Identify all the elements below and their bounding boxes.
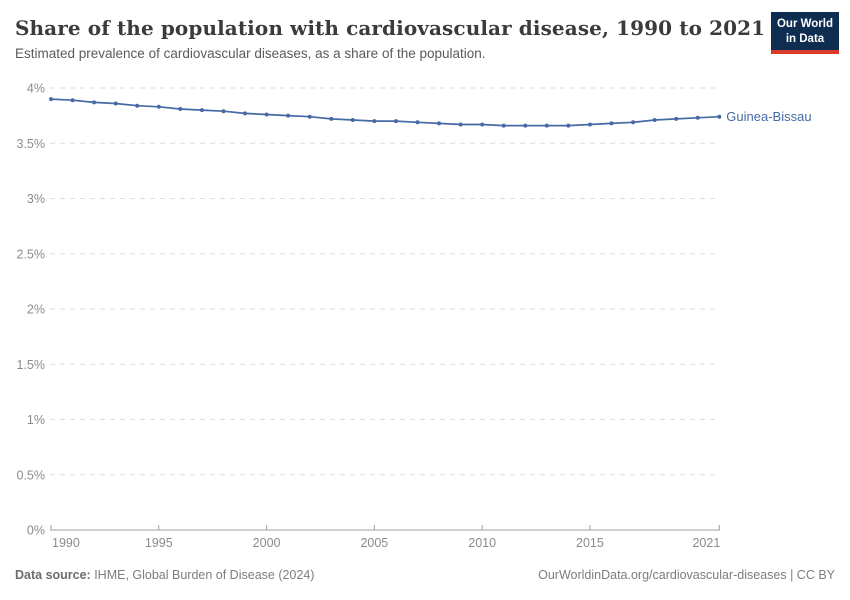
x-axis-tick-label: 2005 bbox=[360, 536, 388, 550]
chart-subtitle: Estimated prevalence of cardiovascular d… bbox=[15, 46, 486, 61]
data-point[interactable] bbox=[372, 119, 377, 124]
owid-logo-line2: in Data bbox=[785, 32, 825, 45]
data-point[interactable] bbox=[243, 111, 247, 116]
data-point[interactable] bbox=[415, 120, 420, 125]
data-point[interactable] bbox=[631, 120, 636, 125]
data-point[interactable] bbox=[523, 123, 528, 128]
data-point[interactable] bbox=[329, 116, 334, 121]
data-point[interactable] bbox=[501, 123, 506, 128]
y-axis-tick-label: 2% bbox=[27, 303, 45, 317]
owid-logo-text: Our World in Data bbox=[771, 12, 839, 51]
owid-logo-red-stripe bbox=[771, 50, 839, 55]
data-point[interactable] bbox=[92, 100, 97, 105]
data-point[interactable] bbox=[609, 121, 614, 126]
data-point[interactable] bbox=[674, 116, 679, 121]
data-point[interactable] bbox=[135, 103, 140, 108]
data-source-label: Data source: bbox=[15, 568, 91, 582]
data-point[interactable] bbox=[717, 114, 722, 119]
y-axis-tick-label: 1% bbox=[27, 413, 45, 427]
x-axis-tick-label: 1995 bbox=[145, 536, 173, 550]
y-axis-tick-label: 3.5% bbox=[17, 137, 46, 151]
x-axis-tick-label: 2000 bbox=[253, 536, 281, 550]
page-title: Share of the population with cardiovascu… bbox=[15, 16, 766, 40]
data-line[interactable] bbox=[50, 98, 720, 127]
data-point[interactable] bbox=[544, 123, 549, 128]
y-axis-tick-label: 2.5% bbox=[17, 247, 46, 261]
x-axis-tick-label: 2021 bbox=[692, 536, 720, 550]
data-source-text: IHME, Global Burden of Disease (2024) bbox=[90, 568, 315, 582]
data-point[interactable] bbox=[566, 123, 571, 128]
y-axis-tick-label: 0.5% bbox=[17, 468, 46, 482]
owid-logo[interactable]: Our World in Data bbox=[771, 12, 839, 55]
data-source-note: Data source: IHME, Global Burden of Dise… bbox=[15, 568, 314, 582]
data-point[interactable] bbox=[221, 109, 226, 114]
x-axis-tick-label: 2010 bbox=[468, 536, 496, 550]
data-point[interactable] bbox=[652, 118, 657, 122]
series-end-label[interactable]: Guinea-Bissau bbox=[726, 109, 811, 124]
data-point[interactable] bbox=[695, 115, 700, 120]
data-point[interactable] bbox=[480, 122, 485, 127]
data-point[interactable] bbox=[264, 112, 269, 117]
owid-logo-line1: Our World bbox=[776, 18, 833, 30]
data-point[interactable] bbox=[199, 108, 204, 113]
data-point[interactable] bbox=[588, 122, 592, 127]
data-point[interactable] bbox=[178, 107, 183, 111]
x-axis-tick-label: 1990 bbox=[52, 536, 80, 550]
chart-footer: Data source: IHME, Global Burden of Dise… bbox=[15, 568, 835, 582]
data-point[interactable] bbox=[70, 98, 75, 103]
x-axis-tick-label: 2015 bbox=[576, 536, 604, 550]
data-point[interactable] bbox=[437, 121, 441, 126]
data-point[interactable] bbox=[156, 104, 161, 109]
data-point[interactable] bbox=[286, 113, 291, 118]
y-axis-tick-label: 0% bbox=[27, 524, 45, 538]
y-axis-tick-label: 4% bbox=[27, 82, 45, 96]
data-point[interactable] bbox=[307, 114, 312, 119]
data-point[interactable] bbox=[113, 101, 118, 106]
data-point[interactable] bbox=[350, 118, 355, 122]
data-point[interactable] bbox=[393, 119, 398, 124]
data-point[interactable] bbox=[49, 97, 53, 102]
y-axis-tick-label: 1.5% bbox=[17, 358, 46, 372]
y-axis-tick-label: 3% bbox=[27, 192, 45, 206]
data-point[interactable] bbox=[458, 122, 463, 127]
footer-citation-link[interactable]: OurWorldinData.org/cardiovascular-diseas… bbox=[538, 568, 835, 582]
